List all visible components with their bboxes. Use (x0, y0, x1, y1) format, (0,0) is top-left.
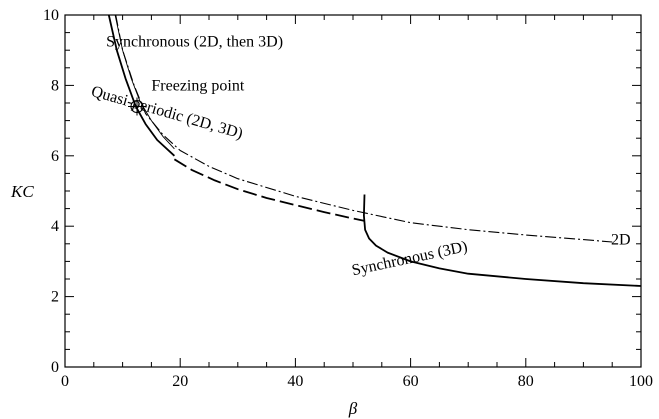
annotation-label: Freezing point (151, 78, 244, 95)
x-tick-label: 80 (518, 373, 534, 390)
y-tick-label: 8 (51, 77, 59, 94)
annotation-label: Synchronous (3D) (350, 238, 469, 279)
series-line-5 (363, 194, 642, 287)
y-tick-label: 0 (51, 359, 59, 376)
annotation-label: 2D (611, 232, 631, 249)
y-tick-label: 2 (51, 289, 59, 306)
y-tick-label: 10 (43, 7, 59, 24)
x-tick-label: 100 (629, 373, 653, 390)
y-axis-label: KC (10, 182, 34, 201)
annotation-label: Synchronous (2D, then 3D) (106, 34, 283, 51)
x-tick-label: 0 (61, 373, 69, 390)
plot-frame (64, 14, 642, 368)
x-tick-label: 40 (287, 373, 303, 390)
series-group (107, 14, 642, 287)
series-line-4 (115, 14, 613, 243)
annotations-group: Synchronous (2D, then 3D)Freezing pointQ… (89, 34, 630, 280)
x-axis-label: β (348, 399, 358, 418)
x-tick-label: 60 (403, 373, 419, 390)
x-tick-label: 20 (172, 373, 188, 390)
y-tick-label: 4 (51, 218, 59, 235)
axis-ticks: 0 20 40 60 80 100 0 2 4 6 8 10 (43, 7, 653, 390)
y-tick-label: 6 (51, 148, 59, 165)
series-line-3 (173, 158, 365, 222)
